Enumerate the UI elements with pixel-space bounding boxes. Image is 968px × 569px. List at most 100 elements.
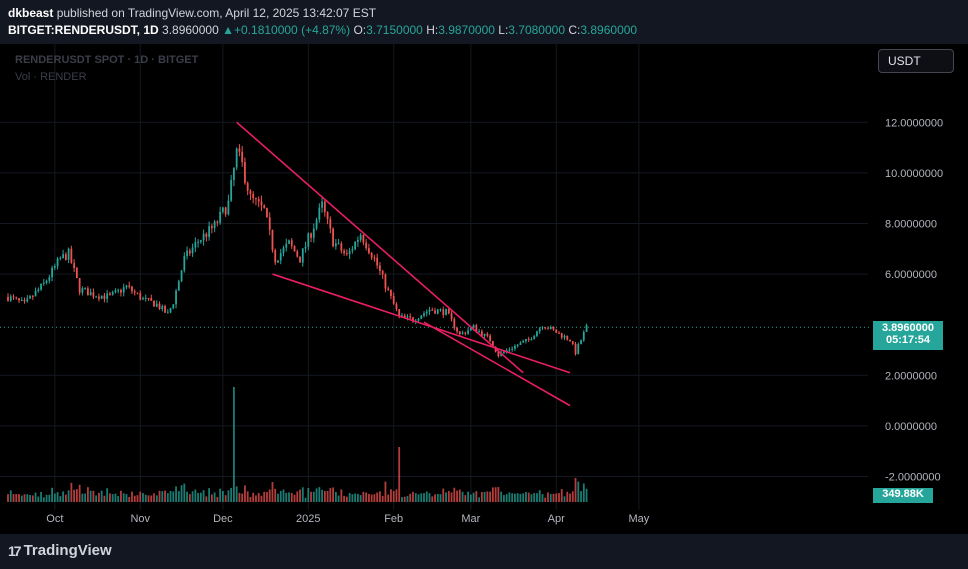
candle-body [268, 217, 271, 230]
candle-body [263, 205, 266, 208]
volume-bar [233, 387, 235, 502]
candle-body [530, 339, 533, 341]
candle-body [86, 288, 89, 296]
volume-bar [563, 496, 566, 502]
candle-body [23, 300, 26, 302]
candle-body [95, 296, 98, 298]
volume-bar [147, 495, 150, 502]
y-tick-label: 8.0000000 [885, 218, 937, 230]
author-name[interactable]: dkbeast [8, 6, 54, 20]
y-tick-label: 12.0000000 [885, 117, 943, 129]
candle-body [122, 287, 125, 293]
volume-bar [318, 487, 321, 502]
candle-body [458, 331, 461, 335]
candle-body [541, 327, 544, 329]
candle-body [525, 338, 527, 342]
candle-body [244, 162, 246, 184]
open-value: 3.7150000 [366, 23, 423, 37]
volume-bar [296, 491, 299, 502]
volume-bar [511, 493, 514, 502]
ohlc-line: BITGET:RENDERUSDT, 1D 3.8960000 ▲+0.1810… [8, 23, 637, 37]
candle-body [92, 292, 95, 297]
volume-bar [128, 496, 131, 502]
candle-body [84, 288, 87, 290]
candle-body [323, 201, 326, 213]
candle-body [208, 226, 211, 237]
volume-bar [406, 496, 409, 502]
volume-bar [508, 492, 511, 502]
candle-body [538, 328, 541, 332]
volume-bar [23, 494, 26, 502]
candle-body [290, 240, 293, 246]
volume-bar [390, 489, 392, 502]
candle-body [274, 250, 277, 263]
volume-bar [42, 497, 45, 502]
candle-body [431, 309, 434, 311]
volume-bar [582, 483, 585, 502]
volume-bar [266, 491, 268, 502]
volume-bar [547, 492, 549, 502]
candle-body [100, 295, 103, 299]
candle-body [582, 331, 585, 341]
volume-bar [549, 493, 552, 502]
candle-body [332, 228, 334, 247]
candle-body [246, 183, 249, 191]
candle-body [563, 335, 566, 338]
currency-button[interactable]: USDT [878, 49, 954, 73]
candle-body [544, 327, 547, 329]
candle-body [351, 249, 354, 251]
volume-bar [161, 491, 164, 502]
volume-bar [558, 493, 560, 502]
volume-bar [75, 489, 78, 502]
candle-body [403, 315, 406, 318]
volume-bar [376, 492, 379, 502]
candle-body [120, 289, 122, 293]
candle-body [533, 336, 536, 340]
candle-body [296, 251, 299, 257]
candle-body [106, 293, 109, 299]
candle-body [503, 351, 505, 353]
candle-body [34, 291, 37, 297]
volume-bar [464, 495, 467, 502]
candle-body [241, 151, 244, 163]
volume-bar [100, 490, 103, 502]
tradingview-logo[interactable]: 17 TradingView [8, 542, 112, 559]
volume-bar [453, 487, 456, 502]
candle-body [271, 229, 274, 251]
volume-bar [304, 497, 307, 502]
candle-body [37, 289, 40, 292]
volume-bar [431, 496, 434, 502]
volume-bar [144, 494, 147, 502]
volume-bar [483, 491, 486, 502]
candle-body [379, 265, 381, 271]
volume-bar [530, 494, 533, 502]
x-tick-label: Dec [213, 513, 233, 525]
chart-plot-area[interactable] [0, 44, 968, 534]
volume-bar [533, 493, 536, 502]
candle-body [183, 256, 186, 271]
volume-bar [213, 492, 216, 502]
volume-bar [412, 491, 414, 502]
volume-bar [414, 493, 417, 502]
volume-bar [315, 488, 318, 502]
volume-bar [169, 490, 172, 502]
volume-bar [384, 481, 387, 502]
candle-body [299, 256, 301, 263]
candle-body [577, 344, 580, 355]
volume-bar [268, 489, 271, 502]
candle-body [434, 310, 436, 314]
volume-bar [403, 496, 406, 502]
candle-body [221, 207, 224, 212]
symbol-name[interactable]: BITGET:RENDERUSDT, 1D [8, 23, 159, 37]
candle-body [420, 315, 423, 319]
volume-bar [321, 489, 323, 502]
volume-bar [219, 488, 222, 502]
candle-body [40, 283, 42, 290]
volume-bar [332, 487, 334, 502]
chart-canvas[interactable]: 12.0000000 10.0000000 8.0000000 6.0000000 2.… [0, 0, 968, 534]
price-tag-value: 3.8960000 [882, 322, 934, 334]
x-tick-label: Mar [461, 513, 480, 525]
volume-bar [166, 493, 169, 502]
volume-bar [398, 447, 401, 502]
volume-bar [458, 489, 461, 502]
